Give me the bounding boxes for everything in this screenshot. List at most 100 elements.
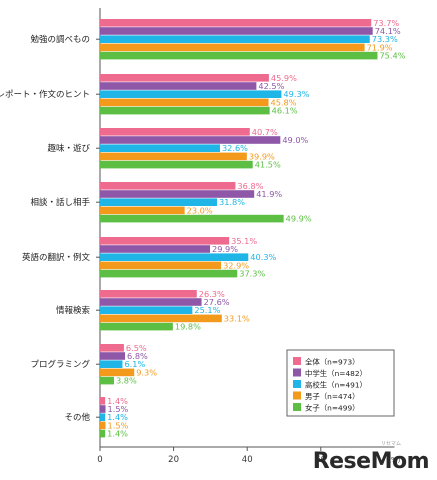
bar-value-label: 1.5% bbox=[108, 420, 129, 430]
bar-value-label: 35.1% bbox=[231, 236, 257, 246]
bar bbox=[100, 74, 269, 82]
bar-value-label: 49.0% bbox=[282, 135, 308, 145]
category-label: 情報検索 bbox=[56, 305, 90, 316]
category-label: 勉強の調べもの bbox=[30, 34, 90, 45]
bar-value-label: 73.7% bbox=[373, 18, 399, 28]
bar-value-label: 74.1% bbox=[375, 26, 401, 36]
bar-value-label: 49.9% bbox=[286, 214, 312, 224]
bar bbox=[100, 405, 106, 413]
bar-value-label: 19.8% bbox=[175, 322, 201, 332]
bar bbox=[100, 421, 106, 430]
bar bbox=[100, 27, 373, 35]
legend-box bbox=[286, 349, 395, 417]
x-tick-label: 60 bbox=[315, 455, 326, 465]
bar bbox=[100, 152, 247, 161]
bar bbox=[100, 429, 106, 438]
x-tick-label: 0 bbox=[97, 455, 102, 465]
bar bbox=[100, 306, 193, 314]
legend-label: 高校生（n=491） bbox=[305, 380, 367, 389]
bar-value-label: 1.5% bbox=[108, 404, 129, 414]
category-label: 相談・話し相手 bbox=[30, 197, 90, 208]
bar-value-label: 31.8% bbox=[219, 197, 245, 207]
bar bbox=[100, 144, 220, 152]
bar-value-label: 6.5% bbox=[126, 343, 147, 353]
bar bbox=[100, 314, 222, 323]
bar-value-label: 9.3% bbox=[136, 367, 157, 377]
bar bbox=[100, 290, 197, 298]
bar-value-label: 1.4% bbox=[107, 429, 128, 439]
bar-value-label: 26.3% bbox=[199, 289, 225, 299]
category-label: 趣味・遊び bbox=[47, 143, 90, 154]
legend-label: 中学生（n=482） bbox=[305, 369, 367, 378]
legend-label: 女子（n=499） bbox=[305, 403, 360, 412]
bar bbox=[100, 182, 236, 190]
legend-swatch bbox=[293, 380, 301, 388]
bar bbox=[100, 198, 218, 206]
bar-value-label: 40.3% bbox=[250, 252, 276, 262]
bar bbox=[100, 261, 222, 270]
legend-swatch bbox=[293, 368, 301, 377]
bar-value-label: 3.8% bbox=[116, 376, 137, 386]
bar bbox=[100, 253, 249, 261]
bar-value-label: 29.9% bbox=[212, 244, 238, 254]
bar bbox=[100, 352, 126, 360]
bar bbox=[100, 98, 269, 107]
bar bbox=[100, 90, 282, 98]
x-unit-label: （%） bbox=[384, 456, 405, 464]
bar bbox=[100, 106, 270, 115]
bar-value-label: 23.0% bbox=[187, 205, 213, 215]
bar-value-label: 36.8% bbox=[237, 181, 263, 191]
category-label: その他 bbox=[64, 412, 90, 423]
bar-value-label: 6.8% bbox=[127, 351, 148, 361]
bar-value-label: 39.9% bbox=[249, 151, 275, 161]
bar bbox=[100, 51, 378, 60]
legend-swatch bbox=[293, 403, 301, 411]
bar bbox=[100, 344, 124, 352]
bar bbox=[100, 35, 370, 43]
bar bbox=[100, 413, 106, 421]
x-tick-label: 40 bbox=[242, 455, 253, 465]
bar bbox=[100, 206, 185, 215]
bar-value-label: 41.9% bbox=[256, 189, 282, 199]
bar-value-label: 46.1% bbox=[272, 106, 298, 116]
category-label: プログラミング bbox=[30, 359, 90, 370]
bar-value-label: 45.8% bbox=[271, 97, 297, 107]
bar-value-label: 32.6% bbox=[222, 143, 248, 153]
bar bbox=[100, 245, 211, 253]
bar-value-label: 1.4% bbox=[107, 412, 128, 422]
bar-value-label: 42.5% bbox=[258, 81, 284, 91]
bar bbox=[100, 298, 202, 306]
watermark-logo: ReseMom bbox=[312, 449, 430, 474]
bar bbox=[100, 360, 123, 368]
bar-value-label: 33.1% bbox=[224, 313, 250, 323]
bar-value-label: 1.4% bbox=[107, 396, 128, 406]
legend-label: 男子（n=474） bbox=[305, 392, 360, 401]
bar-value-label: 37.3% bbox=[239, 269, 265, 279]
bar bbox=[100, 190, 255, 198]
legend-swatch bbox=[293, 391, 301, 400]
bar bbox=[100, 160, 253, 169]
bar bbox=[100, 128, 250, 136]
bar bbox=[100, 322, 173, 331]
legend-swatch bbox=[293, 357, 301, 365]
bar bbox=[100, 214, 284, 223]
bar-value-label: 71.9% bbox=[367, 42, 393, 52]
bar-value-label: 75.4% bbox=[379, 51, 405, 61]
bar bbox=[100, 43, 365, 52]
bar-value-label: 6.1% bbox=[124, 359, 145, 369]
bar bbox=[100, 136, 281, 144]
bar-value-label: 41.5% bbox=[255, 160, 281, 170]
bar bbox=[100, 269, 238, 278]
bar-value-label: 49.3% bbox=[283, 89, 309, 99]
bar-value-label: 45.9% bbox=[271, 73, 297, 83]
bar-value-label: 32.9% bbox=[223, 260, 249, 270]
bar bbox=[100, 19, 372, 27]
bar-value-label: 73.3% bbox=[372, 34, 398, 44]
bar-value-label: 40.7% bbox=[252, 127, 278, 137]
bar bbox=[100, 82, 257, 90]
bar-value-label: 25.1% bbox=[194, 305, 220, 315]
bar bbox=[100, 368, 135, 377]
bar bbox=[100, 237, 230, 245]
x-tick-label: 20 bbox=[168, 455, 179, 465]
